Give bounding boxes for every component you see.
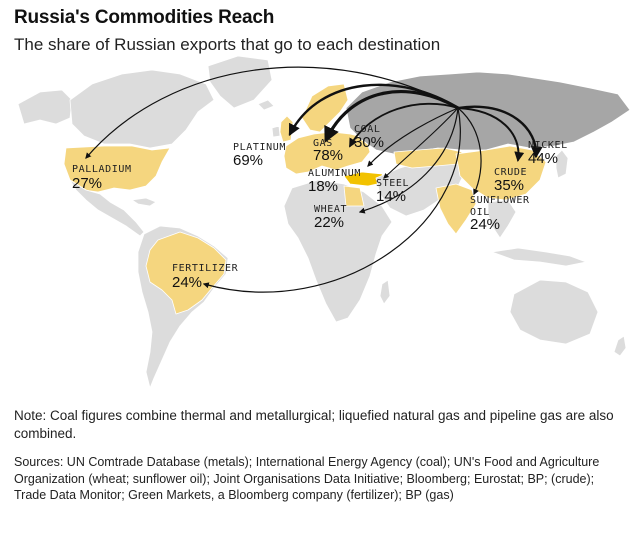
land-greenland (207, 55, 273, 109)
label-aluminum-name: ALUMINUM (308, 168, 361, 179)
world-map: PALLADIUM 27% PLATINUM 69% GAS 78% COAL … (17, 55, 631, 389)
label-crude-name: CRUDE (494, 167, 527, 178)
arrow-steel (383, 107, 459, 179)
land-alaska (17, 89, 73, 125)
label-gas-name: GAS (313, 138, 333, 149)
label-sunflower: SUNFLOWER OIL 24% (470, 195, 530, 233)
land-australia (509, 279, 599, 345)
label-palladium-value: 27% (72, 175, 102, 192)
arrow-wheat (358, 107, 459, 214)
label-steel-value: 14% (376, 188, 406, 205)
flow-arrows (85, 66, 543, 293)
land-se-asia (487, 199, 517, 239)
land-indonesia (491, 247, 587, 267)
label-crude: CRUDE 35% (494, 167, 527, 194)
label-palladium: PALLADIUM 27% (72, 164, 132, 192)
label-fertilizer-value: 24% (172, 274, 202, 291)
land-ireland (271, 125, 281, 138)
label-nickel: NICKEL 44% (528, 140, 568, 167)
land-scandinavia (301, 83, 349, 133)
arrow-coal (349, 102, 459, 148)
label-steel: STEEL 14% (376, 178, 409, 205)
land-egypt (343, 185, 365, 207)
label-fertilizer: FERTILIZER 24% (172, 263, 239, 291)
land-africa (283, 179, 393, 323)
arrow-crude (457, 107, 525, 162)
land-caribbean (131, 197, 157, 207)
land-mexico (69, 179, 145, 237)
label-platinum-name: PLATINUM (233, 142, 286, 153)
label-gas: GAS 78% (313, 138, 343, 164)
arrow-sunflower (457, 107, 482, 196)
flow-labels: PALLADIUM 27% PLATINUM 69% GAS 78% COAL … (72, 124, 568, 291)
land-madagascar (379, 279, 391, 305)
arrow-gas (324, 90, 460, 143)
label-wheat-value: 22% (314, 214, 344, 231)
land-europe (283, 131, 371, 175)
arrow-palladium (85, 66, 459, 159)
label-aluminum-value: 18% (308, 178, 338, 195)
arrow-nickel (456, 105, 543, 159)
label-steel-name: STEEL (376, 178, 409, 189)
label-nickel-value: 44% (528, 150, 558, 167)
land-new-zealand (613, 335, 627, 357)
label-sunflower-name-line2: OIL (470, 207, 490, 218)
land-canada (69, 69, 215, 149)
land-brazil (145, 231, 227, 315)
arrow-fertilizer (202, 107, 461, 293)
label-crude-value: 35% (494, 177, 524, 194)
label-nickel-name: NICKEL (528, 140, 568, 151)
land-india (435, 183, 477, 235)
label-aluminum: ALUMINUM 18% (308, 168, 361, 195)
land-uk (279, 115, 294, 143)
label-coal: COAL 30% (354, 124, 384, 151)
label-wheat: WHEAT 22% (314, 204, 347, 231)
label-palladium-name: PALLADIUM (72, 164, 132, 175)
label-wheat-name: WHEAT (314, 204, 347, 215)
label-coal-name: COAL (354, 124, 380, 135)
land-iceland (257, 99, 275, 111)
label-coal-value: 30% (354, 134, 384, 151)
label-platinum-value: 69% (233, 152, 263, 169)
sources-text: Sources: UN Comtrade Database (metals); … (14, 455, 600, 502)
land-layer (17, 55, 631, 389)
label-sunflower-value: 24% (470, 216, 500, 233)
label-fertilizer-name: FERTILIZER (172, 263, 239, 274)
land-japan (555, 149, 569, 179)
chart-subtitle: The share of Russian exports that go to … (14, 35, 441, 54)
label-gas-value: 78% (313, 147, 343, 164)
footnote: Note: Coal figures combine thermal and m… (14, 408, 614, 441)
chart-title: Russia's Commodities Reach (14, 7, 275, 28)
label-platinum: PLATINUM 69% (233, 142, 286, 169)
arrow-aluminum (367, 107, 459, 167)
label-sunflower-name-line1: SUNFLOWER (470, 195, 530, 206)
